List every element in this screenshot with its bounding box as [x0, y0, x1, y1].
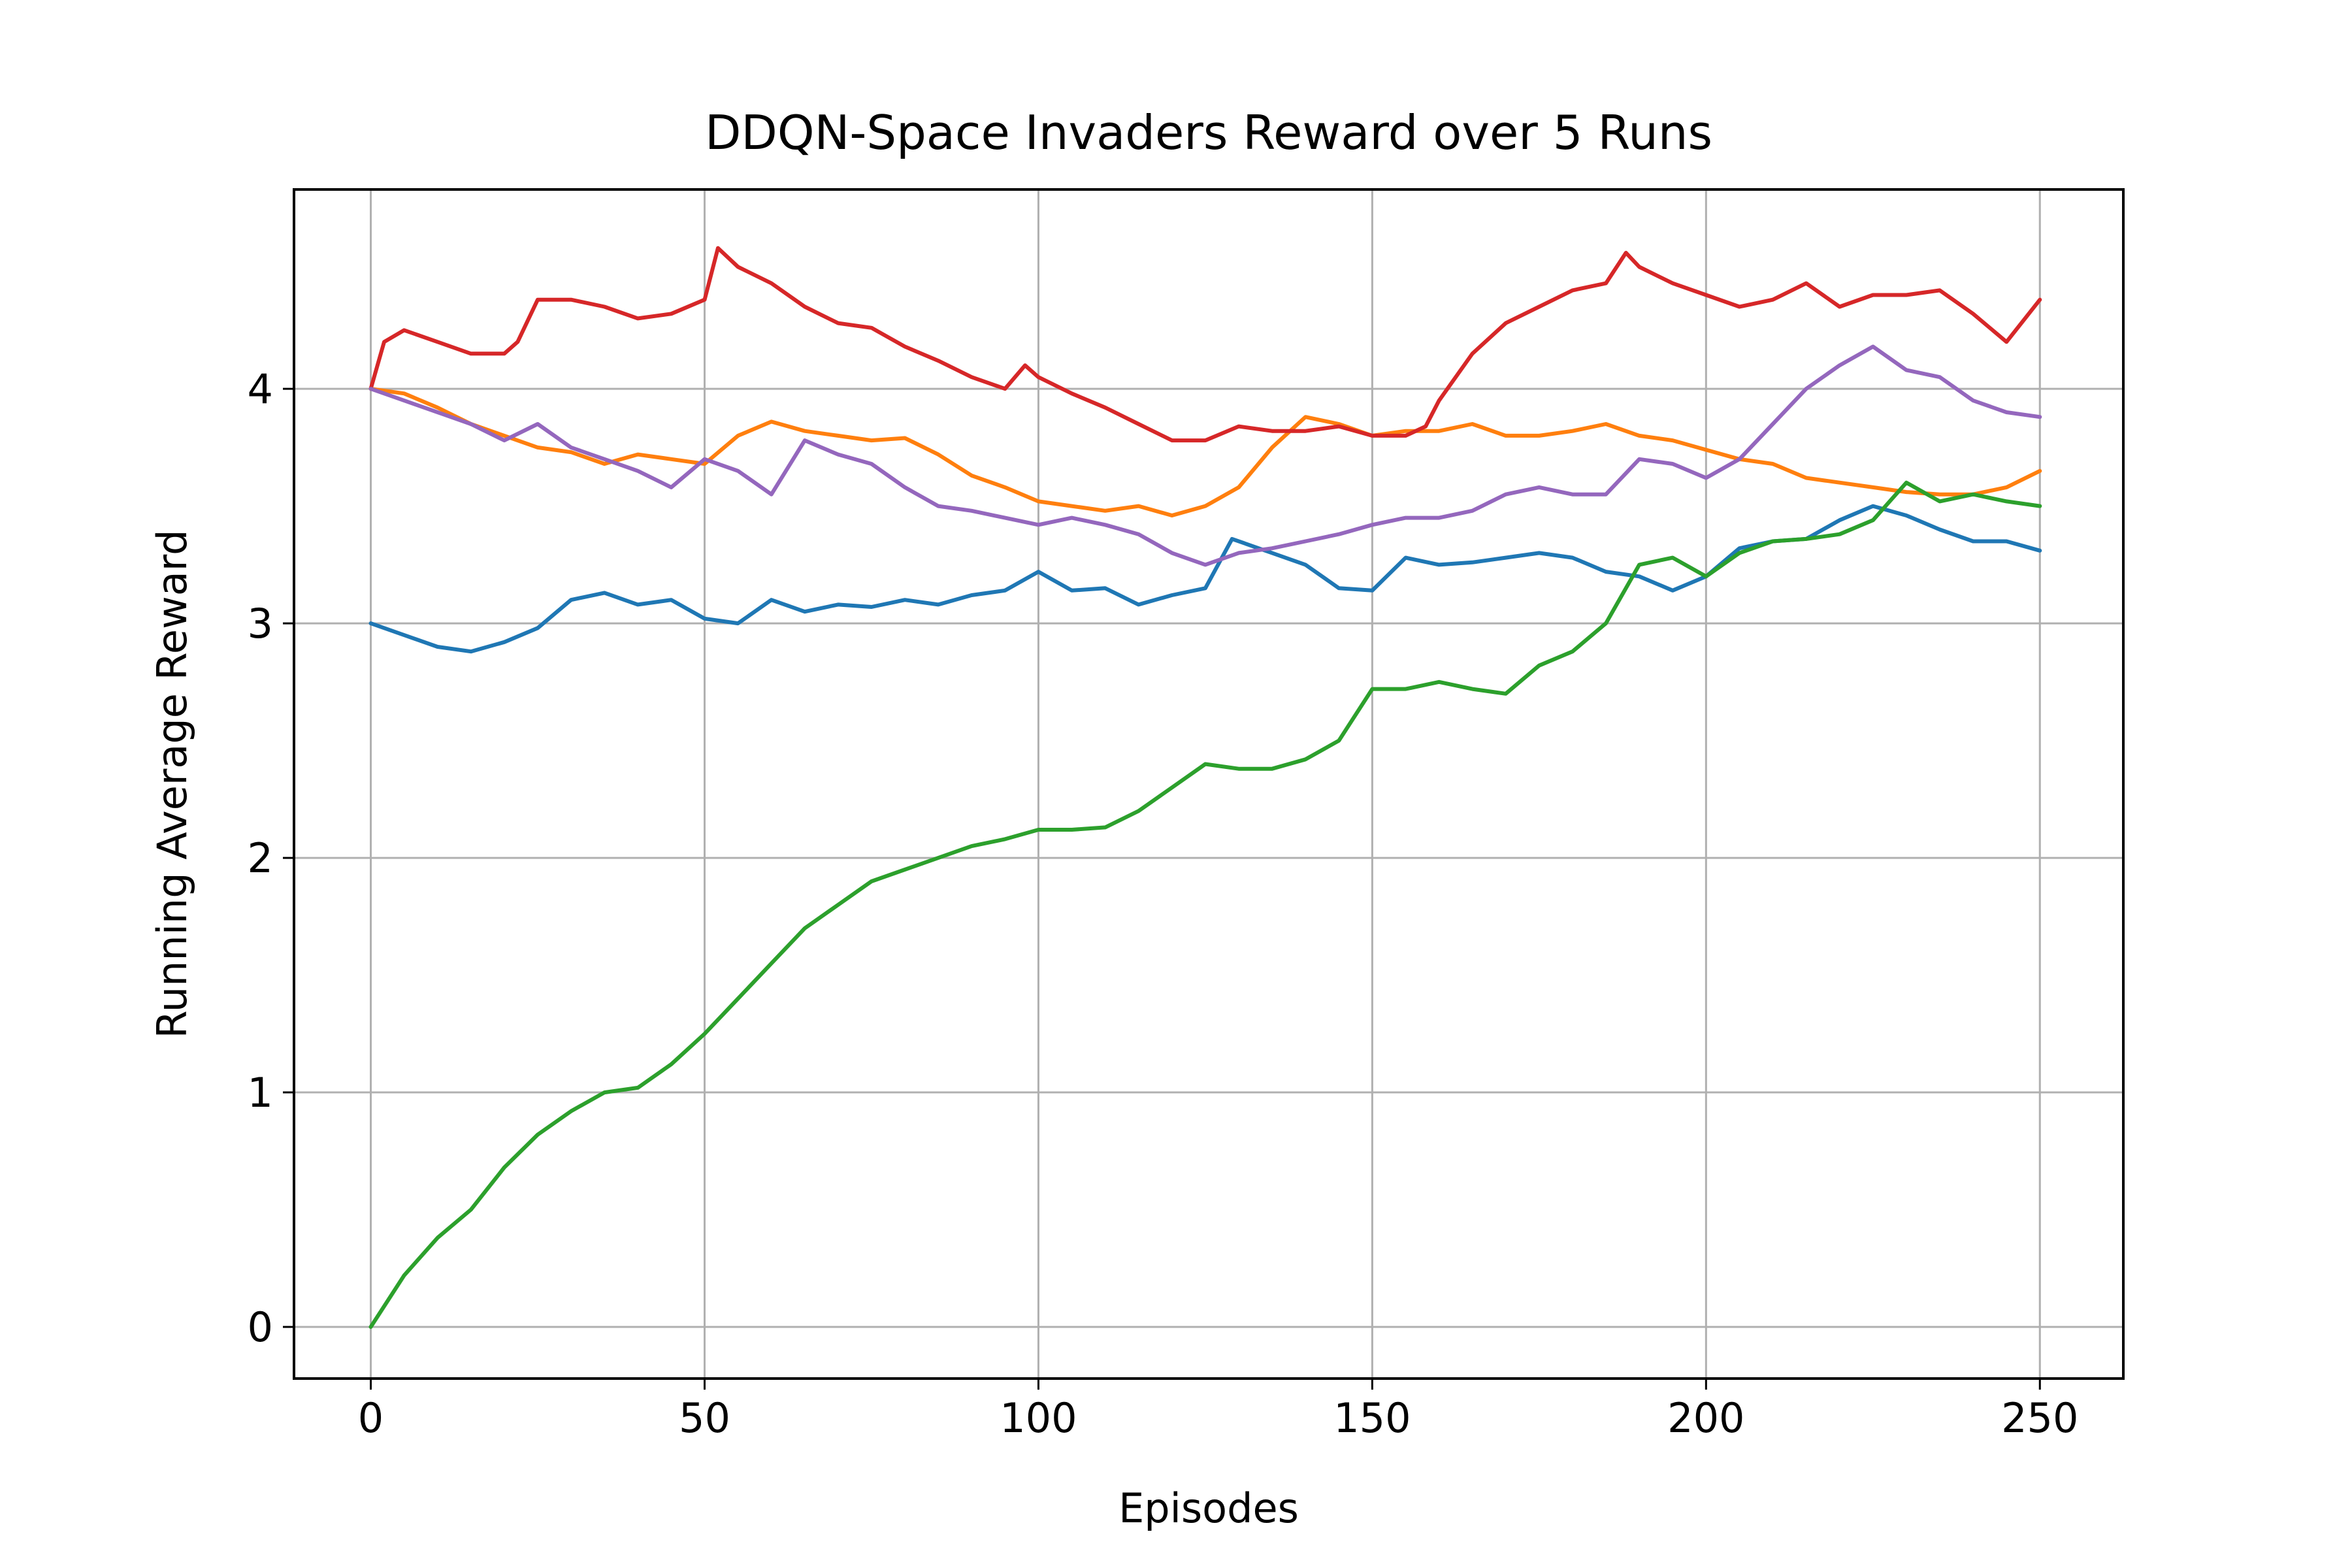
- x-tick-label: 250: [2001, 1394, 2078, 1442]
- x-tick-label: 150: [1333, 1394, 1411, 1442]
- x-tick-label: 0: [358, 1394, 384, 1442]
- axis-ticks: 0 50 100 150 200 250 0 1 2 3 4: [248, 365, 2079, 1442]
- y-tick-label: 4: [248, 365, 273, 413]
- series-line-5: [368, 344, 2042, 567]
- x-tick-label: 50: [679, 1394, 730, 1442]
- plot-frame: [293, 188, 2125, 1380]
- y-tick-label: 0: [248, 1303, 273, 1351]
- gridlines: [294, 189, 2123, 1379]
- series-line-3: [368, 480, 2042, 1329]
- y-tick-label: 2: [248, 834, 273, 882]
- series-lines: [368, 246, 2042, 1329]
- y-tick-label: 3: [248, 600, 273, 647]
- series-line-4: [368, 246, 2042, 443]
- series-line-2: [368, 387, 2042, 517]
- x-tick-label: 100: [1000, 1394, 1077, 1442]
- y-axis-label: Running Average Reward: [148, 530, 196, 1039]
- x-tick-label: 200: [1667, 1394, 1744, 1442]
- y-tick-label: 1: [248, 1069, 273, 1117]
- x-axis-label: Episodes: [1119, 1484, 1299, 1532]
- chart-title: DDQN-Space Invaders Reward over 5 Runs: [705, 105, 1712, 160]
